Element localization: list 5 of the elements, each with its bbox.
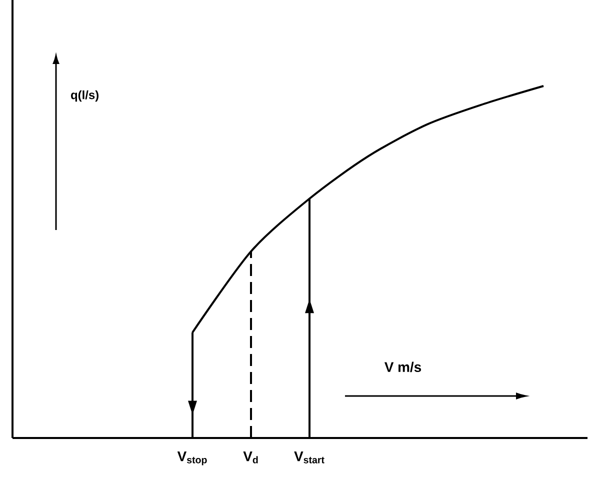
x-tick-label: V$_{d}$ [243, 452, 258, 464]
x-axis-title: V m/s [384, 362, 422, 372]
y-axis-title: q(l/s) [71, 90, 98, 102]
x-tick-label: V$_{stop}$ [177, 452, 207, 466]
x-tick-label: V$_{start}$ [294, 452, 324, 464]
